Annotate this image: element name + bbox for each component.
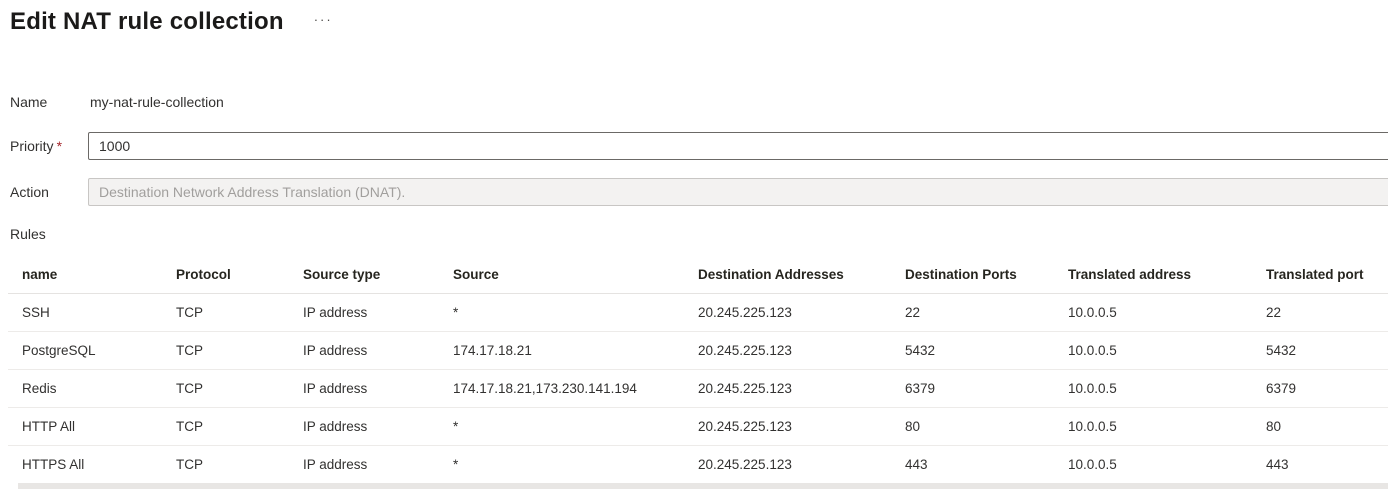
cell-destination-ports: 5432	[905, 331, 1068, 370]
action-row: Action	[10, 178, 1388, 206]
column-header-translated-port: Translated port	[1266, 256, 1388, 294]
column-header-source: Source	[453, 256, 698, 294]
name-label: Name	[10, 94, 48, 110]
required-asterisk: *	[56, 138, 63, 154]
cell-protocol: TCP	[176, 369, 303, 408]
rules-header-row: name Protocol Source type Source Destina…	[8, 256, 1388, 294]
cell-source-type: IP address	[303, 331, 453, 370]
cell-destination-addresses: 20.245.225.123	[698, 456, 792, 472]
cell-translated-address: 10.0.0.5	[1068, 407, 1266, 446]
cell-translated-port: 6379	[1266, 369, 1388, 408]
more-options-button[interactable]: ···	[310, 11, 337, 28]
cell-source: 174.17.18.21,173.230.141.194	[453, 369, 698, 408]
cell-source: *	[453, 293, 698, 332]
cell-destination-addresses: 20.245.225.123	[698, 293, 905, 332]
cell-destination-ports: 443	[905, 456, 928, 472]
priority-label: Priority *	[10, 138, 63, 154]
table-row-https-all[interactable]: HTTPS All TCP IP address * 20.245.225.12…	[8, 445, 1388, 483]
cell-translated-address: 10.0.0.5	[1068, 331, 1266, 370]
cell-source-type: IP address	[303, 293, 453, 332]
page-title: Edit NAT rule collection	[10, 8, 284, 35]
cell-protocol: TCP	[176, 407, 303, 446]
cell-source: 174.17.18.21	[453, 331, 698, 370]
column-header-name: name	[8, 256, 176, 294]
cell-translated-port: 5432	[1266, 331, 1388, 370]
cell-translated-address: 10.0.0.5	[1068, 293, 1266, 332]
cell-source-type: IP address	[303, 369, 453, 408]
priority-row: Priority *	[10, 132, 1388, 160]
column-header-destination-addresses: Destination Addresses	[698, 256, 905, 294]
column-header-destination-ports: Destination Ports	[905, 256, 1068, 294]
cell-name: HTTP All	[8, 407, 176, 446]
cell-destination-ports: 80	[905, 407, 1068, 446]
name-row: Name my-nat-rule-collection	[10, 92, 1388, 112]
cell-translated-port: 80	[1266, 407, 1388, 446]
cell-name: HTTPS All	[22, 456, 85, 472]
table-row-redis[interactable]: Redis TCP IP address 174.17.18.21,173.23…	[8, 369, 1388, 408]
rules-table: name Protocol Source type Source Destina…	[8, 256, 1388, 483]
title-row: Edit NAT rule collection ···	[10, 6, 1388, 38]
cell-name: PostgreSQL	[8, 331, 176, 370]
table-row-postgresql[interactable]: PostgreSQL TCP IP address 174.17.18.21 2…	[8, 331, 1388, 370]
table-row-ssh[interactable]: SSH TCP IP address * 20.245.225.123 22 1…	[8, 293, 1388, 332]
cell-translated-address: 10.0.0.5	[1068, 369, 1266, 408]
cell-translated-address: 10.0.0.5	[1068, 456, 1117, 472]
cell-name: Redis	[8, 369, 176, 408]
horizontal-scrollbar-track[interactable]	[18, 483, 1388, 489]
cell-protocol: TCP	[176, 293, 303, 332]
cell-source: *	[453, 407, 698, 446]
cell-destination-addresses: 20.245.225.123	[698, 369, 905, 408]
nat-collection-form: Name my-nat-rule-collection Priority* Ac…	[10, 92, 1388, 244]
table-row-http-all[interactable]: HTTP All TCP IP address * 20.245.225.123…	[8, 407, 1388, 446]
cell-destination-addresses: 20.245.225.123	[698, 407, 905, 446]
cell-translated-port: 22	[1266, 293, 1388, 332]
cell-translated-port: 443	[1266, 456, 1289, 472]
name-value: my-nat-rule-collection	[90, 94, 224, 110]
column-header-protocol: Protocol	[176, 256, 303, 294]
cell-protocol: TCP	[176, 456, 203, 472]
cell-source-type: IP address	[303, 407, 453, 446]
cell-name: SSH	[8, 293, 176, 332]
cell-source-type: IP address	[303, 456, 368, 472]
cell-source: *	[453, 456, 459, 472]
column-header-source-type: Source type	[303, 256, 453, 294]
action-label: Action	[10, 184, 49, 200]
priority-input[interactable]	[88, 132, 1388, 160]
cell-destination-ports: 6379	[905, 369, 1068, 408]
cell-destination-ports: 22	[905, 293, 1068, 332]
cell-destination-addresses: 20.245.225.123	[698, 331, 905, 370]
cell-protocol: TCP	[176, 331, 303, 370]
action-input	[88, 178, 1388, 206]
rules-section-label: Rules	[10, 226, 46, 242]
column-header-translated-address: Translated address	[1068, 256, 1266, 294]
